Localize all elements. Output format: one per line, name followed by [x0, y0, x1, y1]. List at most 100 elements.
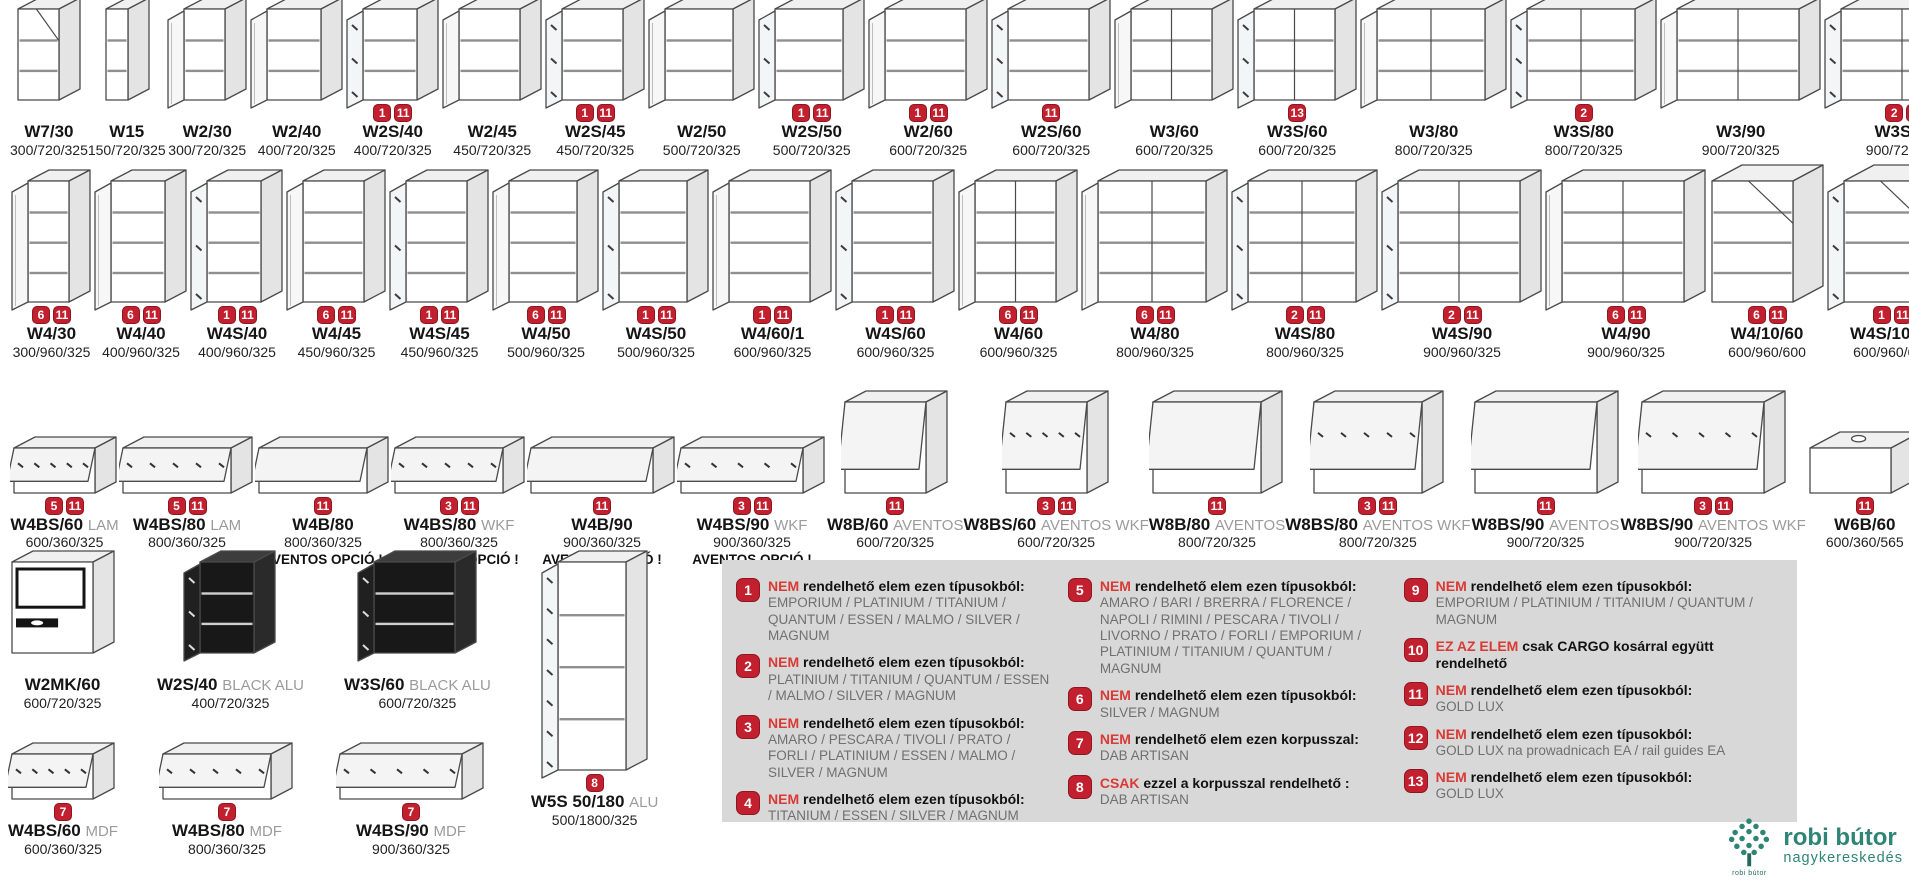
legend-title: rendelhető elem ezen típusokból:	[1467, 726, 1693, 742]
badge-group: 8	[586, 773, 604, 793]
legend-text: CSAK ezzel a korpusszal rendelhető :DAB …	[1100, 775, 1350, 809]
footnote-badge: 11	[1464, 306, 1482, 324]
cabinet-drawing-flap-vent-icon	[159, 742, 295, 809]
cabinet-model: W2/45	[468, 123, 517, 142]
cabinet-drawing-wall-open-icon	[93, 174, 189, 312]
footnote-badge: 13	[1288, 104, 1306, 122]
cabinet-model: W15	[109, 123, 144, 142]
cabinet-model: W4BS/80 MDF	[172, 822, 282, 841]
cabinet-drawing-flap-glass-icon	[1638, 397, 1788, 503]
footnote-badge: 11	[774, 306, 792, 324]
cabinet-dimensions: 150/720/325	[88, 142, 166, 159]
model-code: W4BS/90	[697, 515, 770, 534]
legend-badge: 9	[1404, 578, 1428, 602]
cabinet-model: W6B/60	[1834, 516, 1895, 535]
cabinet-dimensions: 450/960/325	[401, 344, 479, 361]
model-code: W3S/60	[1267, 122, 1327, 141]
legend-lead: NEM	[1436, 726, 1467, 742]
model-code: W7/30	[24, 122, 73, 141]
company-logo: robi bútor robi bútor nagykereskedés	[1723, 814, 1903, 877]
legend-body: GOLD LUX na prowadnicach EA / rail guide…	[1436, 743, 1726, 759]
cabinet-dimensions: 600/960/325	[980, 344, 1058, 361]
legend-body: DAB ARTISAN	[1100, 748, 1359, 764]
cabinet-drawing-black-glass-icon	[182, 550, 278, 663]
cabinet-model: W4S/40	[207, 325, 267, 344]
footnote-badge: 1	[373, 104, 391, 122]
cabinet-dimensions: 800/720/325	[1339, 534, 1417, 551]
cabinet-drawing-flap-glass-icon	[391, 397, 527, 503]
model-code: W3/60	[1150, 122, 1199, 141]
cabinet-drawing-wall-glass-icon	[834, 174, 957, 312]
footnote-badge: 1	[1873, 306, 1891, 324]
badge-group: 211	[1885, 103, 1909, 123]
badge-group: 11	[1208, 496, 1226, 516]
legend-text: NEM rendelhető elem ezen típusokból:AMAR…	[1100, 578, 1388, 677]
model-suffix: WKF	[774, 517, 807, 534]
cabinet-dimensions: 600/960/600	[1853, 344, 1909, 361]
cabinet-drawing-flap-glass-icon	[1002, 397, 1111, 503]
legend-text: NEM rendelhető elem ezen típusokból:EMPO…	[1436, 578, 1783, 628]
cabinet-model: W4S/80	[1275, 325, 1335, 344]
footnote-badge: 6	[317, 306, 335, 324]
legend-badge: 1	[736, 578, 760, 602]
model-code: W2S/40	[362, 122, 422, 141]
footnote-badge: 6	[999, 306, 1017, 324]
footnote-badge: 11	[1058, 497, 1076, 515]
footnote-badge: 11	[548, 306, 566, 324]
cabinet-drawing-wall-open-icon	[711, 174, 834, 312]
legend-badge: 5	[1068, 578, 1092, 602]
cabinet-model: W3S/80	[1553, 123, 1613, 142]
model-code: W4/40	[116, 324, 165, 343]
legend-body: DAB ARTISAN	[1100, 792, 1350, 808]
footnote-badge: 1	[420, 306, 438, 324]
cabinet-model: W4/50	[521, 325, 570, 344]
footnote-badge: 11	[1894, 306, 1909, 324]
cabinet-dimensions: 500/720/325	[663, 142, 741, 159]
cabinet-dimensions: 600/360/325	[24, 841, 102, 858]
model-code: W8BS/90	[1472, 515, 1545, 534]
cabinet-dimensions: 900/360/325	[372, 841, 450, 858]
cabinet-drawing-wall-open-icon	[647, 4, 757, 110]
footnote-badge: 11	[143, 306, 161, 324]
cabinet-drawing-flap-icon	[1149, 397, 1285, 503]
model-code: W2/40	[272, 122, 321, 141]
cabinet-drawing-wall-glass-icon	[757, 4, 867, 110]
legend-title: rendelhető elem ezen típusokból:	[1131, 578, 1357, 594]
logo-title: robi bútor	[1783, 825, 1903, 850]
legend-lead: CSAK	[1100, 775, 1140, 791]
cabinet-model: W3/60	[1150, 123, 1199, 142]
legend-title: rendelhető elem ezen típusokból:	[1467, 769, 1693, 785]
cabinet-dimensions: 600/720/325	[1258, 142, 1336, 159]
legend-title: rendelhető elem ezen típusokból:	[1131, 687, 1357, 703]
cabinet-dimensions: 900/720/325	[1507, 534, 1585, 551]
legend-body: GOLD LUX	[1436, 699, 1693, 715]
cabinet-model: W4BS/60 LAM	[10, 516, 118, 535]
cabinet-dimensions: 600/720/325	[1012, 142, 1090, 159]
footnote-badge: 11	[1769, 306, 1787, 324]
cabinet-dimensions: 600/720/325	[889, 142, 967, 159]
model-code: W3S/60	[344, 675, 404, 694]
model-code: W4/80	[1130, 324, 1179, 343]
footnote-badge: 1	[576, 104, 594, 122]
